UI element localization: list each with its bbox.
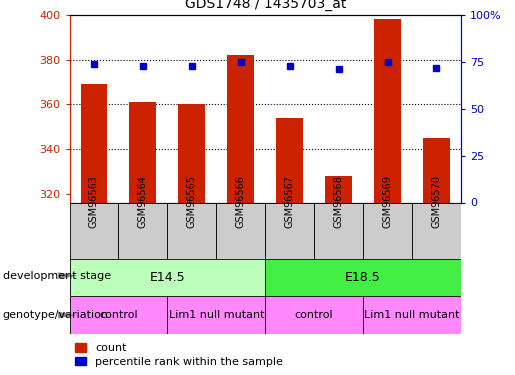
Text: Lim1 null mutant: Lim1 null mutant (364, 310, 460, 320)
Text: E14.5: E14.5 (149, 271, 185, 284)
Bar (423, 138, 450, 202)
Text: development stage: development stage (3, 271, 111, 280)
Title: GDS1748 / 1435703_at: GDS1748 / 1435703_at (184, 0, 346, 11)
Text: GSM96569: GSM96569 (383, 175, 392, 228)
Text: GSM96565: GSM96565 (187, 175, 197, 228)
Bar (325, 176, 352, 203)
FancyBboxPatch shape (265, 296, 363, 334)
Bar (178, 104, 205, 202)
Text: control: control (99, 310, 138, 320)
FancyBboxPatch shape (70, 296, 167, 334)
Bar (129, 102, 157, 202)
FancyBboxPatch shape (118, 202, 167, 259)
Text: genotype/variation: genotype/variation (3, 310, 109, 320)
FancyBboxPatch shape (314, 202, 363, 259)
FancyBboxPatch shape (265, 259, 461, 296)
FancyBboxPatch shape (363, 296, 461, 334)
Legend: count, percentile rank within the sample: count, percentile rank within the sample (75, 343, 283, 367)
Text: GSM96570: GSM96570 (432, 175, 441, 228)
FancyBboxPatch shape (70, 259, 265, 296)
Text: GSM96567: GSM96567 (285, 175, 295, 228)
FancyBboxPatch shape (412, 202, 461, 259)
FancyBboxPatch shape (167, 296, 265, 334)
Text: GSM96563: GSM96563 (89, 175, 99, 228)
Text: E18.5: E18.5 (345, 271, 381, 284)
Bar (374, 20, 401, 203)
Text: GSM96566: GSM96566 (236, 175, 246, 228)
FancyBboxPatch shape (70, 202, 118, 259)
FancyBboxPatch shape (265, 202, 314, 259)
FancyBboxPatch shape (216, 202, 265, 259)
Bar (276, 118, 303, 202)
Bar (227, 55, 254, 202)
Polygon shape (58, 312, 77, 318)
FancyBboxPatch shape (167, 202, 216, 259)
Text: control: control (295, 310, 334, 320)
Bar (80, 84, 108, 203)
FancyBboxPatch shape (363, 202, 412, 259)
Text: Lim1 null mutant: Lim1 null mutant (168, 310, 264, 320)
Text: GSM96568: GSM96568 (334, 175, 344, 228)
Text: GSM96564: GSM96564 (138, 175, 148, 228)
Polygon shape (58, 272, 77, 279)
